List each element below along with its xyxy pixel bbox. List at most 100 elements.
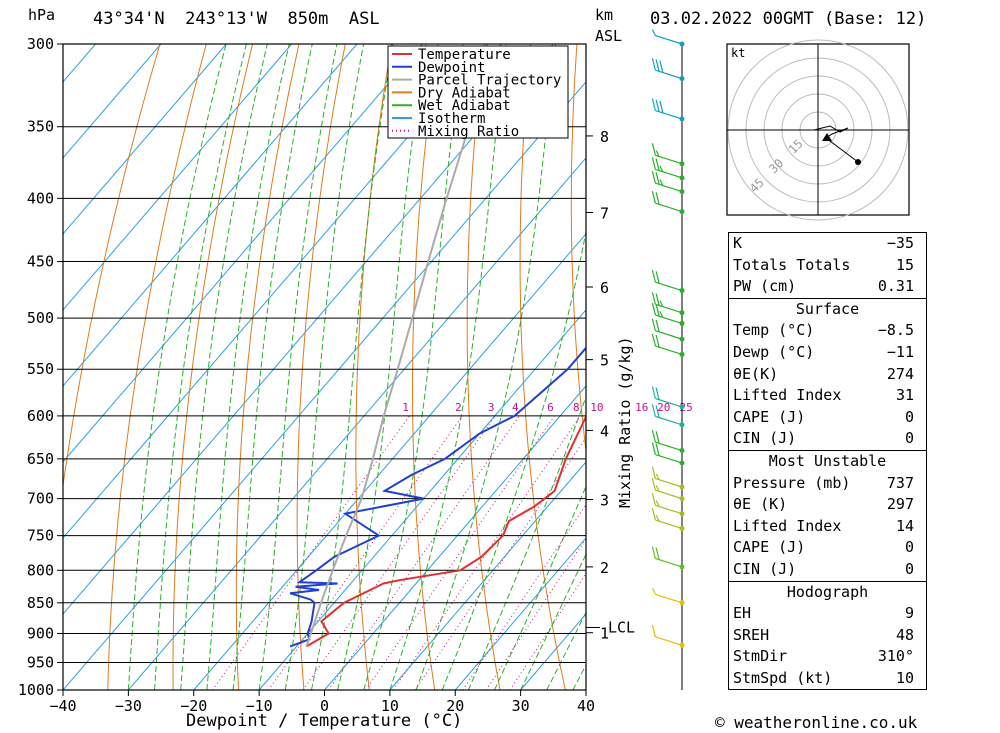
wind-barb — [651, 143, 685, 167]
wind-barb-feather — [659, 311, 664, 318]
wind-barb — [651, 191, 685, 215]
mixing-ratio-line — [302, 415, 496, 690]
pressure-tick-label: 750 — [27, 527, 54, 545]
isotherm-line — [63, 44, 358, 387]
general-indices: K −35 Totals Totals 15 PW (cm) 0.31 — [728, 232, 927, 299]
wind-barb-staff — [655, 182, 683, 193]
series-layer — [289, 44, 586, 648]
surface-index-row: θE(K) 274 — [729, 364, 926, 386]
wind-barb — [651, 493, 685, 517]
dry-adiabat-line — [296, 44, 346, 690]
wind-barb-feather — [655, 387, 660, 400]
parcel-trajectory-series — [305, 44, 502, 647]
most-unstable-title: Most Unstable — [768, 451, 887, 470]
wind-barb-feather — [651, 270, 656, 283]
surface-index-value: 274 — [886, 364, 914, 383]
temperature-tick-label: −20 — [180, 697, 207, 715]
pressure-tick-label: 500 — [27, 309, 54, 327]
wet-adiabat-line — [206, 44, 290, 690]
surface-index-value: −11 — [886, 342, 914, 361]
dry-adiabat-line — [412, 44, 439, 690]
wind-barb-feather — [655, 500, 660, 507]
mixing-ratio-line — [462, 503, 586, 690]
height-tick-label: 3 — [600, 491, 609, 509]
wind-barb-feather — [655, 547, 660, 560]
wet-adiabat-line — [415, 44, 556, 690]
wind-barb-feather — [659, 100, 664, 114]
mixing-ratio-label: 10 — [590, 401, 603, 414]
most-unstable-index-row: CAPE (J) 0 — [729, 537, 926, 559]
surface-index-label: Dewp (°C) — [733, 342, 815, 361]
wind-barb-staff — [655, 397, 683, 408]
surface-index-label: Temp (°C) — [733, 321, 815, 340]
wind-barb-feather — [651, 624, 656, 638]
mixing-ratio-line — [328, 415, 520, 690]
mixing-ratio-line — [509, 572, 586, 690]
hodograph-index-value: 48 — [895, 625, 914, 644]
dry-adiabat-line — [107, 44, 207, 690]
hodograph-title: Hodograph — [786, 582, 869, 601]
wind-barb — [651, 404, 685, 428]
wind-barb — [651, 588, 685, 606]
wet-adiabat-line — [494, 485, 586, 690]
wind-barb-staff — [655, 415, 683, 426]
isotherm-line — [127, 157, 586, 690]
wind-barb-feather — [655, 443, 660, 456]
wind-barb-staff — [655, 345, 683, 355]
most-unstable-index-label: CAPE (J) — [733, 538, 806, 557]
wind-barb — [651, 270, 685, 294]
wind-barb-feather — [651, 143, 656, 156]
wind-barb-staff — [655, 330, 683, 340]
wet-adiabat-line — [127, 44, 227, 690]
dewpoint-series — [289, 346, 586, 648]
wind-barb — [651, 624, 685, 648]
isotherm-line — [389, 461, 586, 690]
dry-adiabat-line — [570, 44, 586, 455]
most-unstable-index-value: 737 — [886, 473, 914, 492]
dry-adiabat-line — [63, 44, 161, 489]
wind-barb-feather — [651, 386, 656, 399]
mixing-ratio-line — [365, 415, 555, 690]
legend-entry: Dewpoint — [418, 60, 485, 76]
mixing-ratio-label: 25 — [679, 401, 692, 414]
most-unstable-indices: Most Unstable Pressure (mb) 737 θE (K) 297 L… — [728, 450, 927, 582]
pressure-tick-label: 300 — [27, 35, 54, 53]
surface-index-value: 0 — [904, 407, 914, 426]
pressure-tick-label: 900 — [27, 624, 54, 642]
height-tick-label: 5 — [600, 352, 609, 370]
pressure-tick-label: 850 — [27, 594, 54, 612]
surface-index-value: 0 — [904, 429, 914, 448]
general-index-value: −35 — [886, 234, 914, 252]
wind-barb-feather — [651, 442, 656, 455]
wind-barb — [651, 29, 685, 47]
wet-adiabat-line — [520, 553, 586, 690]
mixing-ratio-axis-label: Mixing Ratio (g/kg) — [616, 336, 634, 508]
wind-barb-feather — [655, 271, 660, 284]
wet-adiabat-line — [284, 44, 365, 690]
wind-barb-staff — [655, 453, 683, 464]
wind-barb-staff — [655, 110, 683, 120]
pressure-tick-label: 400 — [27, 189, 54, 207]
wind-barb-feather — [651, 333, 656, 347]
wet-adiabat-line — [546, 611, 586, 690]
lcl-label: LCL — [608, 618, 635, 636]
pressure-tick-label: 550 — [27, 360, 54, 378]
most-unstable-index-label: CIN (J) — [733, 559, 797, 578]
wind-barb — [651, 157, 685, 181]
wind-barb-feather — [655, 405, 660, 418]
surface-index-value: −8.5 — [877, 321, 914, 340]
pressure-tick-label: 1000 — [18, 681, 54, 699]
background-lines — [63, 44, 586, 690]
mixing-ratio-label: 6 — [547, 401, 554, 414]
general-index-label: Totals Totals — [733, 255, 851, 274]
legend-box — [387, 45, 569, 139]
height-tick-label: 4 — [600, 422, 609, 440]
isotherm-line — [63, 44, 227, 235]
wet-adiabat-line — [467, 395, 586, 690]
surface-index-label: θE(K) — [733, 364, 779, 383]
isotherm-line — [324, 385, 586, 690]
temperature-series — [305, 414, 586, 648]
most-unstable-index-row: Lifted Index 14 — [729, 516, 926, 538]
